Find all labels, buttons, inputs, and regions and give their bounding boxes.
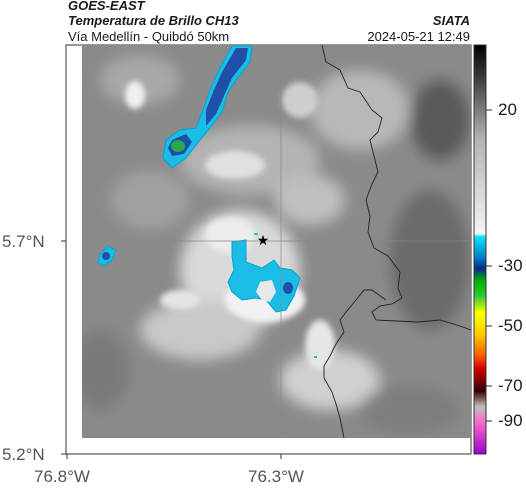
colorbar-label--90: -90 (498, 411, 523, 430)
deep-cloud-center (283, 282, 293, 294)
cold-cloud-center-hole (256, 280, 276, 302)
lon-label-76.3: 76.3°W (248, 467, 304, 486)
datetime-label: 2024-05-21 12:49 (367, 29, 470, 44)
product-title: Temperatura de Brillo CH13 (68, 13, 239, 28)
department-border (321, 45, 471, 331)
department-border-south (323, 289, 387, 438)
colorbar-label--50: -50 (498, 316, 523, 335)
satellite-title: GOES-EAST (68, 0, 145, 13)
colorbar (473, 44, 492, 455)
region-label: Vía Medellín - Quibdó 50km (68, 29, 230, 44)
cold-cloud-center (227, 239, 301, 313)
deep-cloud-north (206, 48, 248, 126)
lon-label-76.8: 76.8°W (34, 467, 90, 486)
colorbar-label--70: -70 (498, 376, 523, 395)
colorbar-label--30: -30 (498, 256, 523, 275)
star-icon: ★ (257, 233, 270, 249)
brightness-field (82, 45, 471, 438)
cloud-core-green (171, 140, 185, 152)
lat-label-5.7: 5.7°N (2, 232, 45, 251)
colorbar-label-20: 20 (498, 100, 517, 119)
lat-label-5.2: 5.2°N (2, 445, 45, 464)
organization-label: SIATA (432, 13, 470, 28)
